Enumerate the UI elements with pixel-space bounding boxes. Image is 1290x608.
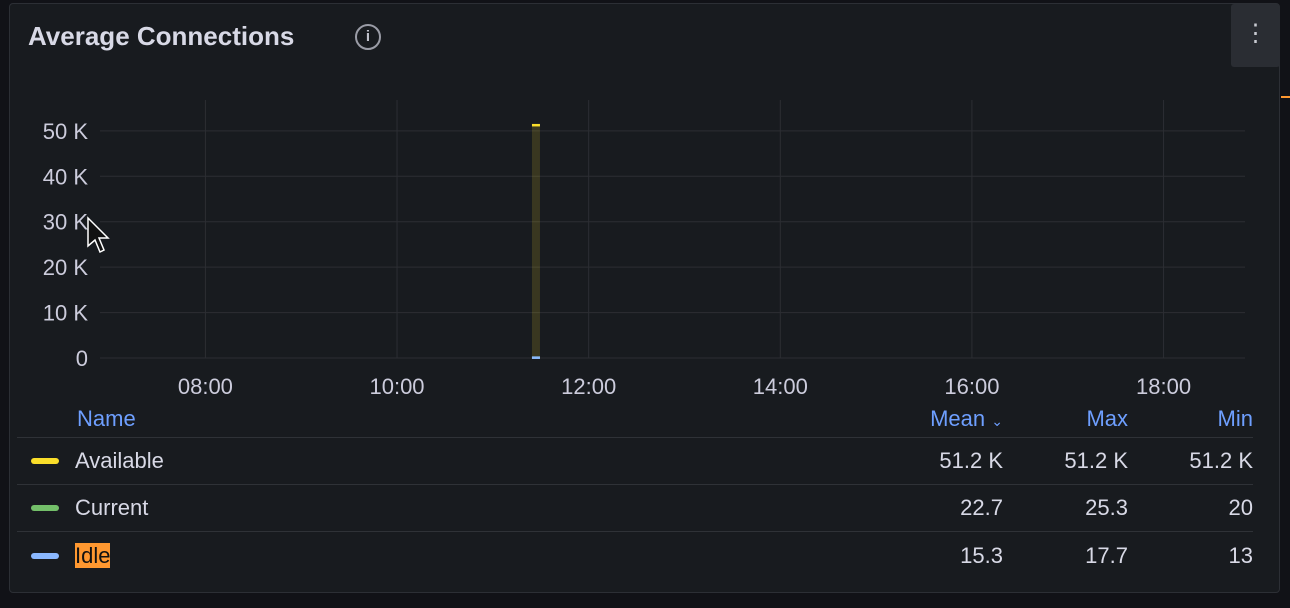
y-tick-label: 0 [76,346,88,371]
series-name[interactable]: Idle [75,542,878,569]
legend: Name Mean ⌄ Max Min Available 51.2 K 51.… [17,400,1253,579]
chevron-down-icon: ⌄ [991,412,1003,429]
legend-row[interactable]: Idle 15.3 17.7 13 [17,532,1253,579]
series-bar-available [531,125,540,359]
x-tick-label: 16:00 [944,374,999,399]
x-tick-label: 12:00 [561,374,616,399]
panel: Average Connections i ⋮ [9,3,1280,593]
y-tick-label: 10 K [43,301,89,326]
series-name[interactable]: Current [75,495,878,521]
header-max[interactable]: Max [1086,405,1128,431]
series-mean: 51.2 K [939,448,1003,473]
series-name[interactable]: Available [75,448,878,474]
panel-title: Average Connections [28,21,295,51]
series-mean: 22.7 [960,495,1003,520]
legend-row[interactable]: Current 22.7 25.3 20 [17,485,1253,532]
legend-header: Name Mean ⌄ Max Min [17,400,1253,438]
header-name[interactable]: Name [77,405,136,431]
mouse-cursor-icon [87,216,110,254]
legend-row[interactable]: Available 51.2 K 51.2 K 51.2 K [17,438,1253,485]
y-tick-label: 20 K [43,255,89,280]
header-mean[interactable]: Mean ⌄ [878,406,1003,432]
info-circle-icon[interactable]: i [355,24,381,50]
series-min: 51.2 K [1189,448,1253,473]
series-name-text: Idle [75,542,111,568]
series-point-available [531,123,540,127]
series-max: 17.7 [1085,542,1128,568]
x-tick-label: 10:00 [369,374,424,399]
series-point-idle [531,356,540,359]
series-max: 25.3 [1085,495,1128,520]
series-min: 20 [1228,495,1253,520]
x-tick-label: 14:00 [753,374,808,399]
kebab-menu-icon[interactable]: ⋮ [1231,4,1280,67]
y-tick-label: 40 K [43,164,89,189]
series-name-text: Available [75,448,164,473]
header-min[interactable]: Min [1217,405,1253,431]
series-color-swatch [31,505,59,511]
header-mean-label: Mean [930,405,986,431]
series-max: 51.2 K [1064,448,1128,473]
series-mean: 15.3 [960,542,1003,568]
y-tick-label: 30 K [43,210,89,235]
x-tick-label: 18:00 [1136,374,1191,399]
series-name-text: Current [75,495,149,520]
y-tick-label: 50 K [43,119,89,144]
series-color-swatch [31,552,59,559]
edge-marker [1281,96,1290,98]
series-min: 13 [1228,542,1253,568]
series-color-swatch [31,458,59,464]
chart[interactable]: 0 10 K 20 K 30 K 40 K 50 K 08:00 10:00 12:00 14:0… [0,0,1290,400]
x-tick-label: 08:00 [178,374,233,399]
